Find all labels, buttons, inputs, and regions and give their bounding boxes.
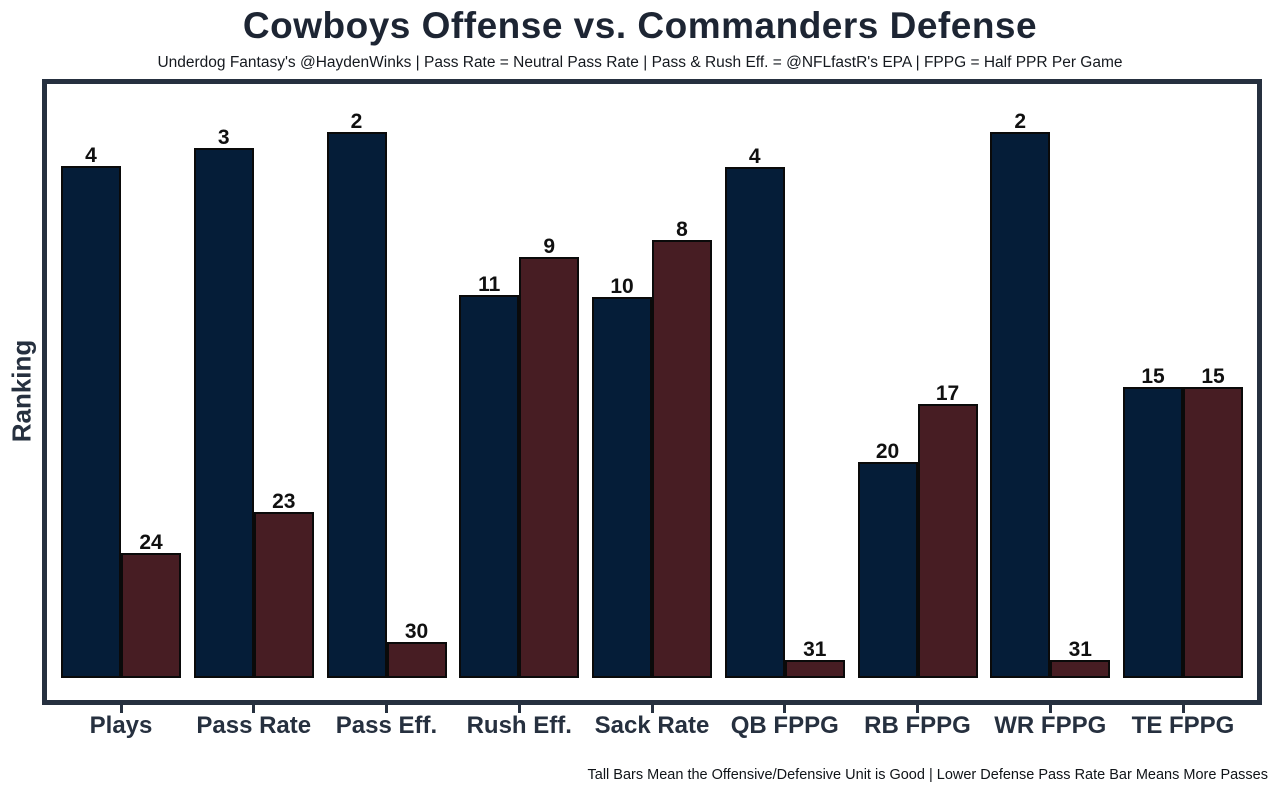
- x-axis-labels: Plays Pass Rate Pass Eff. Rush Eff. Sack Rat…: [47, 712, 1257, 739]
- bar-group: 3 23: [193, 84, 314, 700]
- defense-bar: 24: [121, 531, 181, 678]
- defense-bar: 23: [253, 490, 314, 678]
- x-axis-category-label: WR FPPG: [994, 712, 1107, 739]
- tick-slot: [858, 705, 978, 713]
- axis-tick: [252, 705, 256, 713]
- defense-bar: 15: [1183, 365, 1243, 678]
- defense-value-label: 23: [272, 489, 296, 513]
- chart-title: Cowboys Offense vs. Commanders Defense: [242, 5, 1038, 46]
- defense-value-label: 24: [139, 530, 163, 554]
- tick-slot: [1123, 705, 1243, 713]
- x-axis-category-label: Rush Eff.: [466, 712, 572, 739]
- defense-bar: 9: [519, 235, 580, 678]
- x-axis-category-label: Pass Eff.: [335, 712, 438, 739]
- defense-bar: 17: [917, 382, 978, 678]
- defense-value-label: 31: [803, 637, 827, 661]
- defense-value-label: 17: [935, 381, 960, 405]
- offense-value-label: 2: [350, 109, 363, 133]
- offense-bar: 11: [459, 273, 520, 678]
- tick-slot: [459, 705, 579, 713]
- offense-value-label: 3: [217, 125, 230, 149]
- defense-value-label: 15: [1201, 364, 1225, 388]
- bar-group: 2 30: [326, 84, 447, 700]
- defense-value-label: 31: [1068, 637, 1092, 661]
- chart-subtitle: Underdog Fantasy's @HaydenWinks | Pass R…: [157, 54, 1123, 71]
- tick-slot: [61, 705, 181, 713]
- bar-group: 20 17: [857, 84, 978, 700]
- defense-value-label: 8: [676, 217, 688, 241]
- offense-bar: 4: [61, 144, 121, 678]
- bar-group: 4 24: [61, 84, 181, 700]
- offense-bar: 10: [592, 275, 652, 678]
- offense-value-label: 20: [875, 439, 900, 463]
- x-axis-category-label: Sack Rate: [594, 712, 710, 739]
- tick-slot: [990, 705, 1110, 713]
- offense-bar: 4: [724, 145, 785, 678]
- x-axis-category-label: TE FPPG: [1131, 712, 1235, 739]
- offense-bar: 2: [990, 110, 1051, 678]
- defense-bar: 31: [1050, 638, 1111, 678]
- defense-bar: 31: [784, 638, 845, 678]
- bar-group: 11 9: [459, 84, 580, 700]
- x-axis-category-label: RB FPPG: [864, 712, 971, 739]
- x-axis-category-label: QB FPPG: [730, 712, 839, 739]
- axis-tick: [119, 705, 123, 713]
- chart-footnote: Tall Bars Mean the Offensive/Defensive U…: [587, 767, 1268, 783]
- x-axis-category-label: Plays: [89, 712, 153, 739]
- offense-bar: 3: [193, 126, 254, 678]
- bar-group: 15 15: [1123, 84, 1243, 700]
- tick-slot: [725, 705, 845, 713]
- plot-panel-border: [42, 79, 1262, 705]
- offense-bar: 2: [326, 110, 387, 678]
- bar-group: 4 31: [724, 84, 845, 700]
- axis-tick: [916, 705, 919, 713]
- offense-value-label: 4: [748, 144, 761, 168]
- axis-tick: [385, 705, 388, 713]
- y-axis-label: Ranking: [6, 339, 37, 443]
- tick-slot: [327, 705, 447, 713]
- axis-tick: [783, 705, 787, 713]
- offense-value-label: 15: [1141, 364, 1165, 388]
- offense-bar: 20: [857, 440, 918, 678]
- offense-value-label: 2: [1014, 109, 1027, 133]
- x-axis-category-label: Pass Rate: [196, 712, 312, 739]
- axis-tick: [517, 705, 521, 713]
- tick-slot: [592, 705, 712, 713]
- offense-value-label: 11: [478, 272, 501, 296]
- defense-value-label: 9: [543, 234, 556, 258]
- axis-tick: [1181, 705, 1185, 713]
- defense-bar: 30: [386, 620, 447, 678]
- bar-group: 10 8: [592, 84, 712, 700]
- tick-slot: [194, 705, 314, 713]
- offense-value-label: 4: [85, 143, 97, 167]
- defense-value-label: 30: [404, 619, 429, 643]
- offense-bar: 15: [1123, 365, 1183, 678]
- bar-group: 2 31: [990, 84, 1111, 700]
- plot-area: 4 24 3 23 2 30 11 9 10 8 4 31 20 17 2 31 15 15: [47, 84, 1257, 700]
- offense-value-label: 10: [610, 274, 634, 298]
- defense-bar: 8: [652, 218, 712, 678]
- axis-tick: [1048, 705, 1052, 713]
- x-axis-ticks: [47, 705, 1257, 713]
- axis-tick: [650, 705, 654, 713]
